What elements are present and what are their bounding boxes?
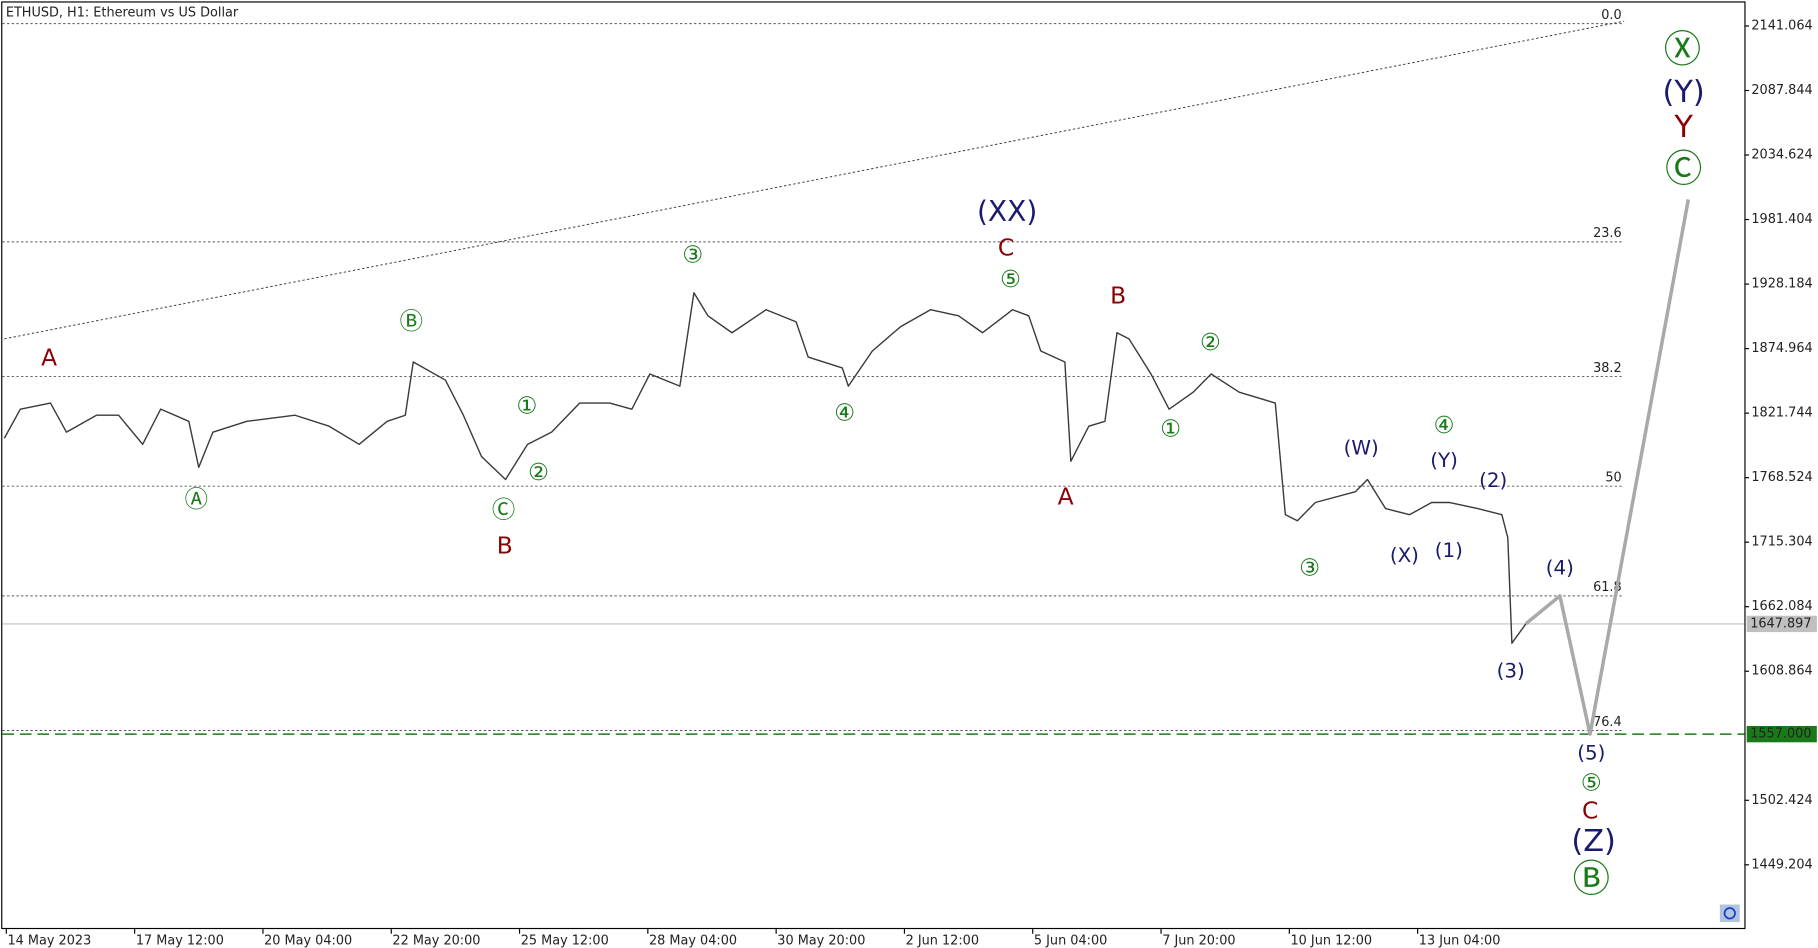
x-tick-label: 28 May 04:00	[649, 933, 737, 948]
wave-label: (Y)	[1663, 75, 1705, 110]
wave-label: Ⓧ	[1664, 27, 1701, 71]
y-tick-label: 1981.404	[1751, 212, 1812, 227]
wave-label: ①	[1160, 415, 1181, 443]
wave-label: C	[1582, 797, 1598, 825]
y-tick-label: 2087.844	[1751, 83, 1812, 98]
fib-label: 23.6	[1593, 226, 1622, 241]
wave-label: Y	[1673, 110, 1693, 145]
wave-label: (5)	[1577, 741, 1605, 764]
wave-label: B	[497, 532, 513, 560]
y-tick-label: 1608.864	[1751, 664, 1812, 679]
wave-label: Ⓑ	[400, 307, 423, 335]
plot-frame	[1, 1, 1746, 930]
wave-label: ⑤	[1000, 265, 1021, 293]
fib-label: 76.4	[1593, 715, 1622, 730]
wave-label: A	[1058, 482, 1074, 510]
x-tick-label: 14 May 2023	[8, 933, 92, 948]
x-tick-label: 25 May 12:00	[521, 933, 609, 948]
price-label: 1557.000	[1750, 727, 1811, 742]
y-tick-label: 2034.624	[1751, 148, 1812, 163]
fib-label: 50	[1605, 470, 1621, 485]
wave-label: ②	[1200, 328, 1221, 356]
wave-label: (X)	[1390, 544, 1419, 567]
price-label-box	[1746, 615, 1817, 633]
trend-line	[4, 20, 1625, 340]
wave-label: ③	[682, 241, 703, 269]
fib-label: 0.0	[1601, 8, 1621, 23]
price-label: 1647.897	[1750, 616, 1811, 631]
price-line-series	[3, 292, 1527, 644]
wave-label: ③	[1299, 554, 1320, 582]
wave-label: Ⓒ	[1665, 146, 1702, 190]
x-tick-label: 20 May 04:00	[264, 933, 352, 948]
wave-label: (W)	[1344, 436, 1379, 459]
x-tick-label: 17 May 12:00	[136, 933, 224, 948]
wave-label: (Y)	[1430, 449, 1458, 472]
wave-label: ④	[834, 398, 855, 426]
y-tick-label: 1928.184	[1751, 277, 1812, 292]
wave-label: A	[41, 343, 57, 371]
forecast-line	[1524, 199, 1691, 736]
x-tick-label: 13 Jun 04:00	[1419, 933, 1501, 948]
wave-label: B	[1110, 281, 1126, 309]
wave-label: ④	[1434, 411, 1455, 439]
x-tick-label: 2 Jun 12:00	[906, 933, 979, 948]
x-tick-label: 10 Jun 12:00	[1291, 933, 1373, 948]
x-tick-label: 5 Jun 04:00	[1034, 933, 1107, 948]
y-tick-label: 1449.204	[1751, 857, 1812, 872]
fib-label: 38.2	[1593, 361, 1622, 376]
wave-label: (4)	[1546, 557, 1574, 580]
y-tick-label: 1821.744	[1751, 406, 1812, 421]
corner-button[interactable]	[1719, 904, 1740, 923]
wave-label: Ⓐ	[185, 485, 208, 513]
x-tick-label: 30 May 20:00	[777, 933, 865, 948]
wave-label: ①	[516, 391, 537, 419]
x-tick-label: 22 May 20:00	[392, 933, 480, 948]
wave-label: (3)	[1497, 660, 1525, 683]
y-tick-label: 1662.084	[1751, 599, 1812, 614]
wave-label: C	[998, 234, 1014, 262]
y-tick-label: 1768.524	[1751, 470, 1812, 485]
chart-title: ETHUSD, H1: Ethereum vs US Dollar	[6, 6, 239, 21]
y-tick-label: 1502.424	[1751, 793, 1812, 808]
y-tick-label: 1715.304	[1751, 535, 1812, 550]
wave-label: (2)	[1479, 469, 1507, 492]
wave-label: ②	[528, 458, 549, 486]
corner-icon	[1723, 907, 1736, 920]
wave-label: ⑤	[1581, 769, 1602, 797]
y-tick-label: 1874.964	[1751, 341, 1812, 356]
wave-label: (Z)	[1571, 824, 1616, 859]
wave-label: (1)	[1435, 539, 1463, 562]
wave-label: (XX)	[977, 195, 1037, 228]
x-tick-label: 7 Jun 20:00	[1162, 933, 1235, 948]
wave-label: Ⓑ	[1573, 857, 1610, 901]
price-label-box	[1746, 725, 1817, 743]
wave-label: Ⓒ	[492, 495, 515, 523]
y-tick-label: 2141.064	[1751, 18, 1812, 33]
